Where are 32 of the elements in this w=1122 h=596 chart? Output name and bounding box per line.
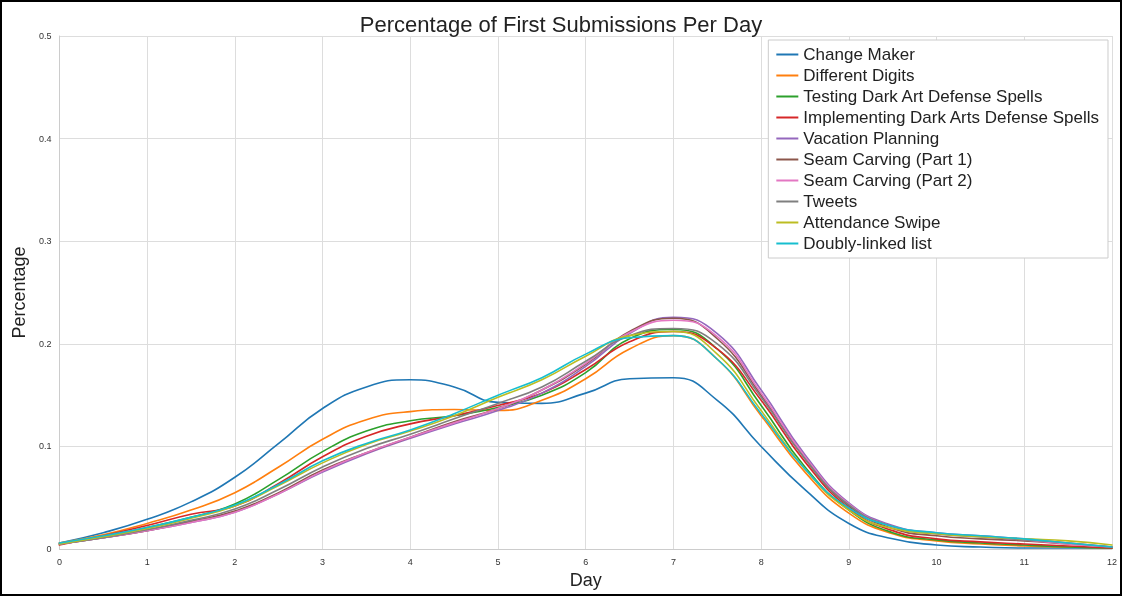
legend-label: Vacation Planning [803,129,940,148]
x-tick-label: 1 [144,556,150,567]
legend-label: Seam Carving (Part 1) [803,150,973,169]
x-tick-label: 5 [495,556,501,567]
legend-label: Attendance Swipe [803,213,941,232]
legend-label: Tweets [803,192,858,211]
legend-label: Doubly-linked list [803,234,933,253]
y-tick-label: 0.1 [38,441,52,452]
x-tick-label: 8 [758,556,764,567]
x-tick-label: 10 [931,556,942,567]
x-tick-label: 3 [320,556,326,567]
y-axis-title: Percentage [9,246,29,339]
x-tick-label: 7 [670,556,676,567]
y-tick-label: 0.3 [38,236,52,247]
x-tick-label: 0 [56,556,62,567]
x-tick-label: 2 [232,556,238,567]
legend-label: Seam Carving (Part 2) [803,171,973,190]
x-tick-label: 6 [583,556,589,567]
legend-label: Implementing Dark Arts Defense Spells [803,108,1100,127]
y-tick-label: 0.5 [38,31,52,41]
legend-label: Different Digits [803,66,915,85]
y-tick-label: 0 [46,544,52,555]
x-tick-label: 12 [1106,556,1117,567]
x-tick-label: 9 [846,556,852,567]
legend-label: Testing Dark Art Defense Spells [803,87,1043,106]
x-axis-title: Day [569,570,602,590]
x-tick-label: 11 [1019,556,1029,567]
chart-title: Percentage of First Submissions Per Day [359,11,763,37]
legend-label: Change Maker [803,45,916,64]
y-tick-label: 0.2 [38,338,52,349]
x-tick-label: 4 [407,556,413,567]
y-tick-label: 0.4 [38,133,52,144]
